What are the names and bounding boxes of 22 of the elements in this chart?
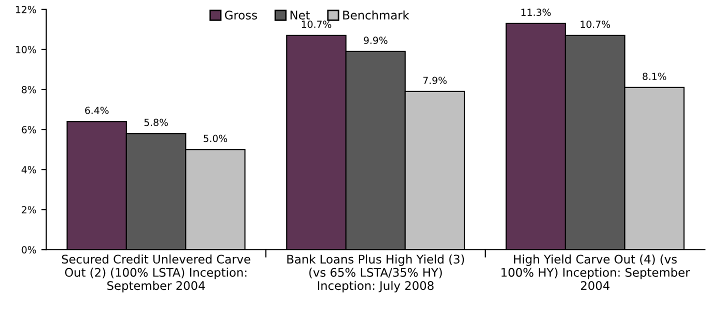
y-tick-label: 4% (22, 166, 36, 174)
y-tick-label: 8% (22, 86, 36, 94)
x-tick-label: High Yield Carve Out (4) (vs 100% HY) Inception: September 2004 (502, 254, 690, 290)
data-label: 10.7% (302, 20, 332, 28)
y-tick-label: 12% (16, 6, 36, 14)
legend-label: Benchmark (343, 10, 410, 20)
legend-label: Net (290, 10, 310, 20)
data-label: 10.7% (580, 20, 610, 28)
x-tick-label: Secured Credit Unlevered Carve Out (2) (100% LSTA) Inception: September 2004 (62, 254, 250, 292)
data-label: 6.4% (85, 106, 109, 114)
y-tick-label: 2% (22, 206, 36, 214)
y-tick-label: 10% (16, 46, 36, 54)
data-label: 5.0% (204, 134, 228, 142)
data-label: 8.1% (642, 72, 666, 80)
data-label: 9.9% (364, 36, 388, 44)
data-label: 11.3% (521, 8, 551, 16)
y-tick-label: 6% (22, 126, 36, 134)
legend-label: Gross (224, 10, 257, 20)
data-label: 7.9% (423, 76, 447, 84)
x-tick-label: Bank Loans Plus High Yield (3) (vs 65% LSTA/35% HY) Inception: July 2008 (287, 254, 464, 292)
data-label: 5.8% (144, 118, 168, 126)
y-tick-label: 0% (22, 246, 36, 254)
